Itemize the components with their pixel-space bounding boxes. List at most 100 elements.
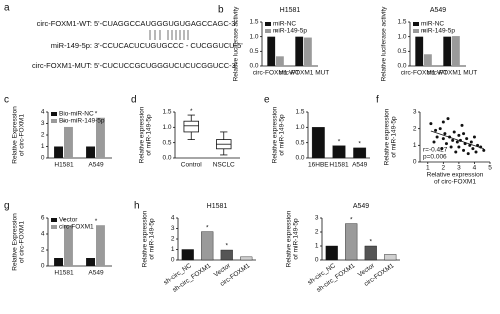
point: [472, 135, 476, 139]
panel-label: e: [264, 95, 270, 106]
panel-label: c: [4, 95, 9, 106]
y-tick-label: 6: [41, 215, 45, 222]
point: [435, 135, 439, 139]
significance-mark: *: [423, 29, 426, 36]
bar: [325, 245, 338, 261]
x-tick-label: H1581: [54, 270, 74, 277]
y-axis-label: Relative expression: [286, 210, 293, 267]
bar: [443, 36, 452, 66]
y-tick-label: 4: [41, 231, 45, 238]
panel-label: f: [376, 95, 379, 106]
point: [462, 132, 466, 136]
y-axis-label: of miR-149-5p: [279, 114, 286, 156]
point: [451, 138, 455, 142]
y-axis-label: of miR-149-5p: [146, 114, 153, 156]
legend-label: Vector: [59, 217, 78, 224]
sequence: 5'-CUCUCCGCUGGGUCUCUCGGUCC-3': [94, 61, 238, 70]
bar: [220, 249, 233, 261]
box: [183, 120, 199, 133]
point: [460, 123, 464, 127]
bar: [452, 36, 460, 66]
significance-mark: *: [95, 110, 98, 117]
bar: [64, 126, 73, 158]
y-axis-label: Relative expression: [139, 106, 146, 163]
y-tick-label: 0: [413, 159, 417, 166]
y-tick-label: 0: [41, 155, 45, 162]
y-tick-label: 0.0: [295, 155, 304, 162]
bar: [295, 36, 304, 66]
bar: [364, 245, 377, 261]
y-tick-label: 3: [41, 120, 45, 127]
bar: [181, 249, 194, 261]
significance-mark: *: [225, 243, 228, 250]
y-axis-label: Relative Expression: [12, 106, 19, 164]
sequence: 5'-CUAGGCCAUGGGUGUGAGCCAGC-3': [94, 19, 237, 28]
legend-label: miR-149-5p: [273, 28, 307, 35]
point: [446, 117, 450, 121]
y-tick-label: 1: [315, 243, 319, 250]
bar: [311, 127, 325, 159]
panel-label: a: [4, 3, 10, 14]
x-tick-label: circ-FOXM1 MUT: [279, 70, 330, 77]
bar: [424, 54, 432, 66]
point: [441, 137, 445, 141]
legend-swatch: [51, 218, 57, 222]
y-tick-label: 1.5: [249, 19, 258, 26]
panel-label: d: [131, 95, 137, 106]
bar: [96, 117, 105, 158]
point: [441, 120, 445, 124]
x-tick-label: 4: [473, 165, 477, 172]
panel-label: b: [218, 5, 224, 16]
bar: [54, 258, 64, 266]
y-axis-label: Relative expression: [142, 210, 149, 267]
x-tick-label: 2: [442, 165, 446, 172]
y-axis-label: of circ-FOXM1: [19, 114, 26, 156]
significance-mark: *: [190, 108, 193, 115]
x-tick-label: 16HBE: [308, 162, 329, 169]
bar: [276, 56, 284, 66]
y-axis-label: of miR-149-5p: [391, 116, 398, 158]
y-tick-label: 1.0: [249, 33, 258, 40]
y-tick-label: 1.5: [295, 109, 304, 116]
y-axis-label: Relative luciferase activity: [233, 6, 240, 82]
y-tick-label: 0.0: [397, 63, 406, 70]
y-tick-label: 0: [41, 263, 45, 270]
chart-title: H1581: [280, 7, 301, 14]
chart-title: A549: [353, 203, 369, 210]
y-tick-label: 2: [171, 236, 175, 243]
y-tick-label: 1.0: [397, 33, 406, 40]
y-tick-label: 1.5: [162, 109, 171, 116]
significance-mark: *: [358, 141, 361, 148]
point: [449, 145, 453, 149]
point: [471, 147, 475, 151]
stat-label: r=-0.427: [423, 147, 448, 154]
bar: [86, 146, 96, 158]
x-tick-label: 5: [488, 165, 492, 172]
y-tick-label: 2: [413, 125, 417, 132]
x-tick-label: 1: [426, 165, 430, 172]
x-tick-label: A549: [88, 270, 104, 277]
y-tick-label: 3: [315, 215, 319, 222]
y-axis-label: Relative Expression: [12, 213, 19, 271]
point: [440, 147, 444, 151]
y-tick-label: 2: [315, 229, 319, 236]
y-axis-label: of miR-149-5p: [293, 218, 300, 260]
x-tick-label: circ-FOXM1 MUT: [427, 70, 478, 77]
x-tick-label: 3: [457, 165, 461, 172]
sequence-name: circ-FOXM1-MUT:: [32, 61, 92, 70]
y-tick-label: 1: [41, 143, 45, 150]
bar: [304, 37, 312, 66]
point: [438, 127, 442, 131]
significance-mark: *: [63, 120, 66, 127]
x-tick-label: H1581: [329, 162, 349, 169]
point: [434, 128, 438, 132]
y-tick-label: 0: [315, 257, 319, 264]
y-axis-label: Relative expression: [384, 108, 391, 165]
y-axis-label: of miR-149-5p: [149, 218, 156, 260]
bar: [332, 145, 346, 159]
point: [455, 140, 459, 144]
y-tick-label: 1.0: [295, 124, 304, 131]
base-pairing: [149, 30, 189, 40]
significance-mark: *: [338, 138, 341, 145]
